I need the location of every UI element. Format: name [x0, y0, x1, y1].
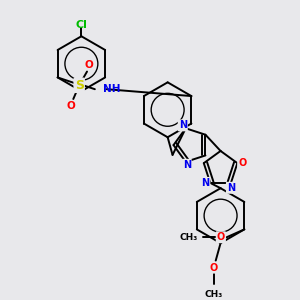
- Text: CH₃: CH₃: [205, 290, 223, 299]
- Text: O: O: [210, 262, 218, 273]
- Text: O: O: [217, 232, 225, 242]
- Text: N: N: [201, 178, 209, 188]
- Text: O: O: [238, 158, 246, 168]
- Text: O: O: [67, 101, 76, 111]
- Text: S: S: [75, 79, 84, 92]
- Text: NH: NH: [103, 84, 120, 94]
- Text: N: N: [183, 160, 191, 170]
- Text: N: N: [227, 183, 235, 193]
- Text: CH₃: CH₃: [179, 233, 197, 242]
- Text: Cl: Cl: [75, 20, 87, 31]
- Text: O: O: [85, 60, 93, 70]
- Text: N: N: [179, 120, 187, 130]
